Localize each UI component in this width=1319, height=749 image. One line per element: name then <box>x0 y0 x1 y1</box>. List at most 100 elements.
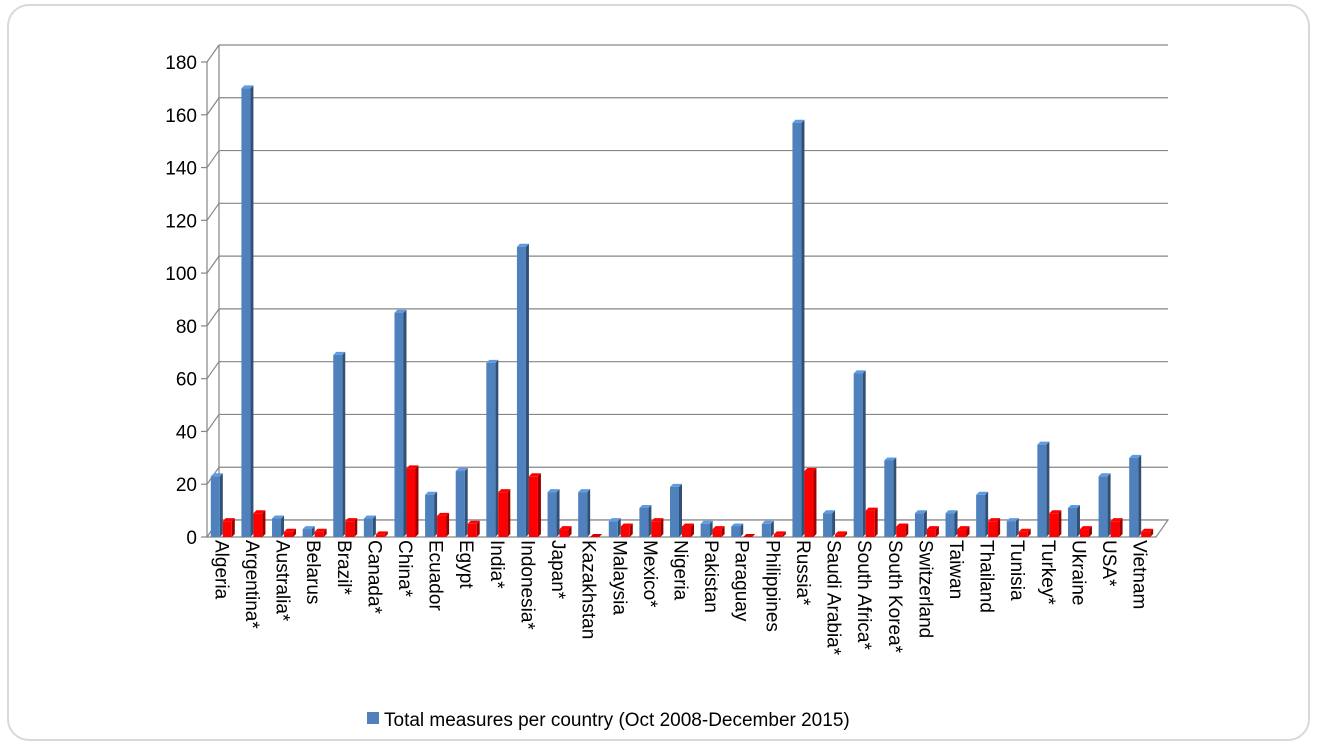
x-tick-label: Egypt <box>455 540 476 589</box>
gridline-depth <box>206 308 220 327</box>
bar-secondary <box>559 526 572 537</box>
bar-total <box>639 504 652 537</box>
bar-total <box>241 85 254 537</box>
x-tick-label: Saudi Arabia* <box>823 540 844 656</box>
bar-total <box>1067 504 1080 537</box>
chart-frame <box>7 4 1310 741</box>
bar-total <box>884 457 897 537</box>
bar-total <box>1129 454 1142 537</box>
bar-secondary <box>682 523 694 537</box>
x-tick-label: Argentina* <box>241 540 262 629</box>
bar-total <box>761 520 774 537</box>
bar-total <box>486 359 499 537</box>
x-tick-label: India* <box>486 540 507 589</box>
bars <box>210 85 1154 537</box>
bar-total <box>731 523 744 537</box>
bar-total <box>945 510 958 537</box>
bar-total <box>792 119 805 537</box>
y-tick-label: 160 <box>165 106 197 127</box>
x-tick-label: Paraguay <box>731 540 752 622</box>
bar-secondary <box>375 531 388 537</box>
x-tick-label: Ukraine <box>1067 540 1088 605</box>
bar-secondary <box>222 518 235 537</box>
bar-total <box>1037 441 1050 537</box>
bar-secondary <box>437 512 450 537</box>
bar-total <box>1006 518 1019 537</box>
x-tick-label: Taiwan <box>945 540 966 599</box>
bar-total <box>914 510 927 537</box>
bar-total <box>333 351 346 537</box>
x-tick-label: Tunisia <box>1006 540 1027 601</box>
bar-secondary <box>712 526 725 537</box>
x-tick-label: Algeria <box>210 540 231 600</box>
bar-secondary <box>1079 526 1092 537</box>
x-tick-label: Thailand <box>976 540 997 613</box>
gridline-depth <box>206 97 220 116</box>
x-tick-label: Japan* <box>547 540 568 600</box>
bar-total <box>1098 473 1111 537</box>
axes <box>201 45 1170 538</box>
bar-total <box>608 518 621 537</box>
bar-secondary <box>1141 528 1154 537</box>
bar-total <box>853 370 866 537</box>
bar-secondary <box>835 531 848 537</box>
x-tick-label: Australia* <box>272 540 293 622</box>
bar-secondary <box>957 526 970 537</box>
x-tick-label: Canada* <box>363 540 384 615</box>
x-tick-label: Malaysia <box>608 540 629 615</box>
bar-total <box>210 473 223 537</box>
bar-secondary <box>345 518 358 537</box>
y-tick-label: 80 <box>176 317 197 338</box>
bar-total <box>578 489 591 537</box>
x-tick-label: China* <box>394 540 415 598</box>
bar-secondary <box>314 528 327 537</box>
bar-secondary <box>253 510 266 537</box>
bar-total <box>425 491 438 537</box>
x-tick-label: South Africa* <box>853 540 874 650</box>
gridline-depth <box>206 44 220 63</box>
x-tick-label: Brazil* <box>333 540 354 596</box>
x-axis-labels: Algeria Argentina* Australia* Belarus Brazil… <box>210 540 1149 656</box>
legend-label: Total measures per country (Oct 2008-Dec… <box>384 710 850 731</box>
y-tick-label: 100 <box>165 264 197 285</box>
bar-secondary <box>988 518 1001 537</box>
legend-swatch <box>367 712 379 724</box>
bar-secondary <box>773 531 786 537</box>
bar-secondary <box>1110 518 1123 537</box>
x-tick-label: Russia* <box>792 540 813 606</box>
x-tick-label: Vietnam <box>1129 540 1150 609</box>
gridline-depth <box>206 255 220 274</box>
x-tick-label: USA* <box>1098 540 1119 587</box>
x-tick-label: Kazakhstan <box>578 540 599 639</box>
y-tick-label: 0 <box>186 528 197 549</box>
bar-total <box>272 515 285 537</box>
x-tick-label: Philippines <box>761 540 782 632</box>
bar-total <box>547 489 560 537</box>
bar-secondary <box>528 473 541 537</box>
bar-secondary <box>896 523 909 537</box>
y-tick-label: 20 <box>176 475 197 496</box>
bar-total <box>363 515 376 537</box>
y-tick-label: 180 <box>165 53 197 74</box>
bar-total <box>302 526 315 537</box>
x-tick-label: Turkey* <box>1037 540 1058 605</box>
bar-total <box>455 468 468 537</box>
y-tick-label: 60 <box>176 370 197 391</box>
x-tick-label: Indonesia* <box>516 540 537 630</box>
gridline-depth <box>206 150 220 168</box>
bar-secondary <box>284 528 297 537</box>
bar-secondary <box>1018 528 1031 537</box>
gridline-depth <box>206 202 220 221</box>
y-tick-label: 40 <box>176 422 197 443</box>
gridlines <box>206 44 1168 538</box>
x-tick-label: Mexico* <box>639 540 660 608</box>
x-tick-label: South Korea* <box>884 540 905 654</box>
gridline-depth <box>206 361 220 380</box>
bar-total <box>394 309 407 537</box>
bar-total <box>700 520 713 537</box>
bar-total <box>516 243 529 537</box>
y-tick-label: 120 <box>165 211 197 232</box>
legend: Total measures per country (Oct 2008-Dec… <box>367 710 850 731</box>
bar-secondary <box>467 520 480 537</box>
